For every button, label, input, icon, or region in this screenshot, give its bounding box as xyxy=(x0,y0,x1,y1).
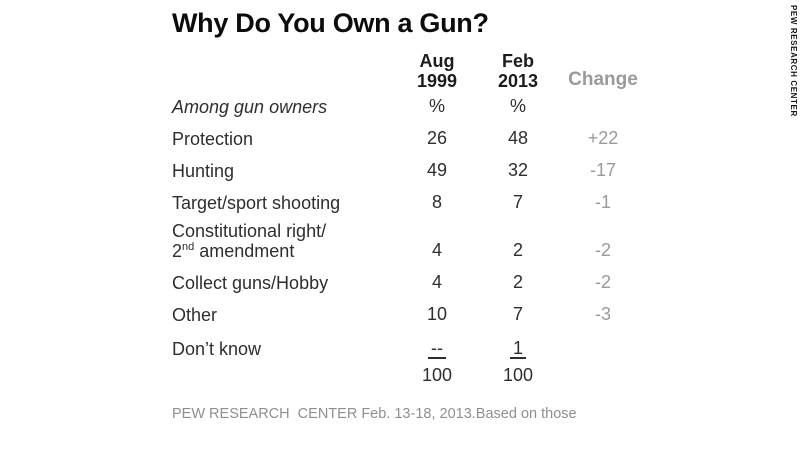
cell-value: 26 xyxy=(426,128,448,149)
cell-change-value: -17 xyxy=(589,160,616,181)
cell-change-value: +22 xyxy=(587,128,619,149)
table-row: Don’t know -- 1 xyxy=(172,329,652,363)
table-total-row: 100 100 xyxy=(172,363,652,390)
row-label-protection: Protection xyxy=(172,129,254,150)
row-label-collect-guns-hobby: Collect guns/Hobby xyxy=(172,273,329,294)
column-header-change: Change xyxy=(568,69,638,91)
cell-value: 8 xyxy=(431,192,442,213)
cell-value: % xyxy=(428,96,445,117)
row-label-target-sport-shooting: Target/sport shooting xyxy=(172,193,341,214)
cell-value: 7 xyxy=(512,192,523,213)
table-row: Constitutional right/ 2nd amendment 4 2 … xyxy=(172,217,652,265)
column-header-aug-1999: Aug 1999 xyxy=(416,51,458,92)
table-row: Other 10 7 -3 xyxy=(172,297,652,329)
column-header-feb-2013: Feb 2013 xyxy=(497,51,539,92)
cell-value: 32 xyxy=(507,160,529,181)
cell-value: 10 xyxy=(426,304,448,325)
table-content: Why Do You Own a Gun? Aug 1999 Feb 2013 … xyxy=(172,8,652,390)
cell-value: 2 xyxy=(512,240,523,261)
table-row: Target/sport shooting 8 7 -1 xyxy=(172,185,652,217)
table-row: Protection 26 48 +22 xyxy=(172,121,652,153)
cell-value: 48 xyxy=(507,128,529,149)
row-label-among-gun-owners: Among gun owners xyxy=(172,97,328,118)
cell-value: 1 xyxy=(476,338,560,360)
row-label-dont-know: Don’t know xyxy=(172,339,262,360)
pew-research-center-vertical-label: PEW RESEARCH CENTER xyxy=(789,5,798,117)
cell-value: 49 xyxy=(426,160,448,181)
row-label-constitutional-right: Constitutional right/ 2nd amendment xyxy=(172,221,327,262)
cell-value: 7 xyxy=(512,304,523,325)
cell-value: % xyxy=(509,96,526,117)
source-note-line: PEW RESEARCH CENTER Feb. 13-18, 2013.Bas… xyxy=(172,406,577,422)
table-row: Hunting 49 32 -17 xyxy=(172,153,652,185)
cell-value: -- xyxy=(398,338,476,360)
page-title: Why Do You Own a Gun? xyxy=(172,8,489,38)
cell-change-value: -2 xyxy=(594,272,611,293)
cell-value: 4 xyxy=(431,240,442,261)
cell-value: 2 xyxy=(512,272,523,293)
row-label-other: Other xyxy=(172,305,218,326)
cell-change-value: -3 xyxy=(594,304,611,325)
cell-value: 4 xyxy=(431,272,442,293)
row-label-hunting: Hunting xyxy=(172,161,235,182)
table-row: Among gun owners % % xyxy=(172,95,652,121)
total-value: 100 xyxy=(421,365,453,386)
source-note: PEW RESEARCH CENTER Feb. 13-18, 2013.Bas… xyxy=(172,376,622,449)
superscript-nd: nd xyxy=(182,241,195,254)
total-value: 100 xyxy=(502,365,534,386)
cell-change-value: -1 xyxy=(594,192,611,213)
table-row: Collect guns/Hobby 4 2 -2 xyxy=(172,265,652,297)
cell-change-value: -2 xyxy=(594,240,611,261)
table-header-row: Aug 1999 Feb 2013 Change xyxy=(172,51,652,95)
